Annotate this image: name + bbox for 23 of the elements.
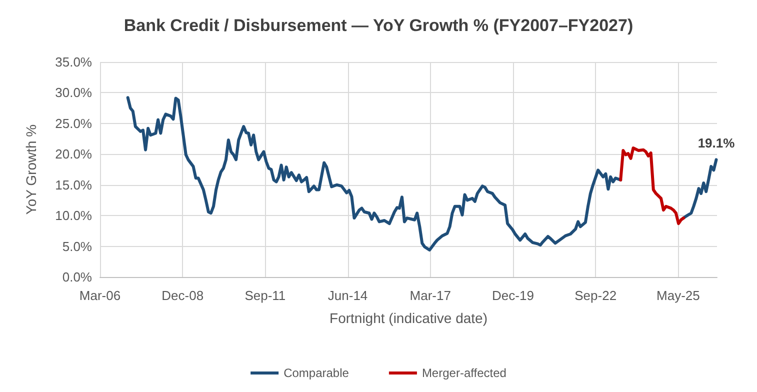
x-tick-label: May-25 bbox=[656, 288, 700, 303]
x-tick-label: Mar-17 bbox=[410, 288, 451, 303]
legend-label: Comparable bbox=[284, 366, 350, 380]
y-tick-label: 0.0% bbox=[62, 270, 92, 284]
y-tick-label: 25.0% bbox=[55, 116, 92, 131]
annotation: 19.1% bbox=[698, 136, 736, 151]
y-tick-label: 35.0% bbox=[55, 54, 92, 70]
x-axis-title: Fortnight (indicative date) bbox=[330, 310, 488, 326]
x-tick-label: Jun-14 bbox=[328, 288, 368, 303]
x-tick-label: Mar-06 bbox=[79, 288, 121, 303]
y-tick-label: 5.0% bbox=[62, 238, 92, 254]
y-axis-title: YoY Growth % bbox=[23, 124, 39, 215]
x-tick-label: Sep-11 bbox=[244, 288, 286, 303]
y-tick-label: 15.0% bbox=[55, 177, 92, 192]
line-series bbox=[619, 146, 686, 226]
y-tick-label: 20.0% bbox=[55, 146, 92, 162]
y-tick-label: 10.0% bbox=[55, 208, 92, 224]
x-tick-label: Dec-08 bbox=[162, 288, 204, 303]
chart-title: Bank Credit / Disbursement — YoY Growth % (FY2007–FY2027) bbox=[124, 16, 634, 35]
y-tick-label: 30.0% bbox=[55, 85, 92, 100]
x-tick-label: Sep-22 bbox=[574, 288, 617, 303]
x-tick-label: Dec-19 bbox=[492, 288, 534, 303]
legend-label: Merger-affected bbox=[422, 366, 506, 380]
